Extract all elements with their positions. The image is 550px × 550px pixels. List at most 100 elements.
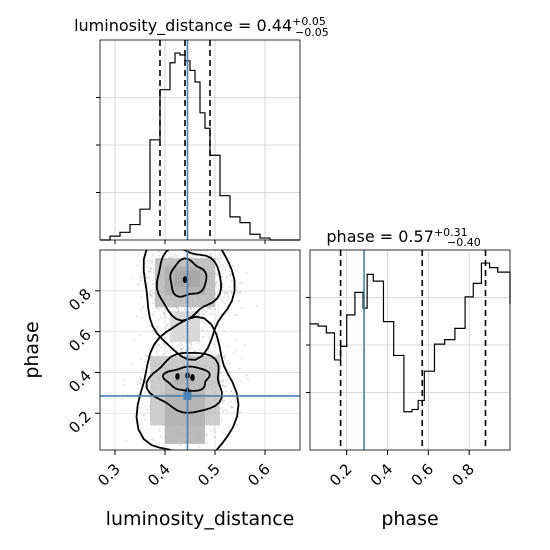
joint-sample-1456 xyxy=(146,355,149,357)
joint-sample-555 xyxy=(224,386,226,389)
joint-sample-524 xyxy=(213,430,216,433)
joint-sample-442 xyxy=(156,353,159,355)
joint-sample-1256 xyxy=(245,374,248,376)
joint-sample-1170 xyxy=(179,348,182,351)
joint-sample-100 xyxy=(236,423,238,426)
joint-sample-1634 xyxy=(223,330,225,332)
joint-sample-439 xyxy=(151,286,154,289)
joint-sample-1742 xyxy=(181,347,184,350)
joint-sample-253 xyxy=(150,293,152,296)
joint-sample-633 xyxy=(223,431,226,434)
joint-sample-237 xyxy=(171,341,173,344)
joint-sample-1624 xyxy=(222,296,225,298)
joint-sample-563 xyxy=(201,315,204,318)
joint-sample-1685 xyxy=(214,282,217,285)
joint-sample-2150 xyxy=(207,350,210,353)
joint-sample-123 xyxy=(247,378,249,380)
joint-sample-711 xyxy=(208,307,211,309)
joint-sample-924 xyxy=(181,350,184,353)
joint-sample-1450 xyxy=(162,312,165,315)
joint-sample-1895 xyxy=(225,291,228,294)
joint-sample-1985 xyxy=(221,401,224,404)
joint-sample-1928 xyxy=(209,326,212,329)
joint-sample-1389 xyxy=(165,327,168,329)
joint-sample-2010 xyxy=(157,349,160,352)
joint-sample-1058 xyxy=(219,339,222,342)
joint-sample-624 xyxy=(189,346,191,349)
joint-sample-1891 xyxy=(179,350,182,353)
joint-sample-251 xyxy=(191,255,194,257)
joint-sample-2043 xyxy=(240,356,243,359)
joint-sample-27 xyxy=(203,313,206,316)
joint-sample-2108 xyxy=(237,264,240,267)
joint-sample-1151 xyxy=(172,309,175,312)
joint-sample-397 xyxy=(139,308,142,311)
joint-sample-353 xyxy=(216,294,219,296)
joint-sample-2163 xyxy=(189,344,192,346)
joint-sample-1952 xyxy=(154,345,157,348)
joint-sample-2074 xyxy=(149,270,151,273)
joint-sample-214 xyxy=(176,349,179,352)
phase-xtick-label-2: 0.6 xyxy=(408,460,438,490)
joint-sample-2151 xyxy=(218,314,220,317)
joint-sample-2021 xyxy=(145,265,148,268)
joint-sample-630 xyxy=(144,389,147,392)
joint-sample-682 xyxy=(152,275,155,278)
joint-sample-557 xyxy=(191,347,193,350)
joint-sample-892 xyxy=(141,316,143,319)
joint-sample-1672 xyxy=(163,337,166,339)
joint-sample-98 xyxy=(212,343,215,346)
joint-sample-787 xyxy=(221,289,224,291)
joint-sample-1740 xyxy=(230,390,232,393)
joint-ytick-label-0: 0.2 xyxy=(65,407,95,437)
joint-sample-220 xyxy=(139,376,142,379)
joint-sample-83 xyxy=(218,260,221,263)
joint-sample-269 xyxy=(232,352,235,354)
joint-sample-172 xyxy=(198,348,201,351)
joint-sample-1245 xyxy=(190,342,193,345)
joint-sample-953 xyxy=(180,342,182,345)
phase-quantile-lines xyxy=(339,250,487,450)
joint-sample-286 xyxy=(226,292,229,295)
joint-sample-39 xyxy=(208,254,211,257)
joint-sample-1735 xyxy=(230,400,232,403)
ld-title-lower: −0.05 xyxy=(295,26,329,39)
joint-sample-960 xyxy=(244,343,247,346)
joint-sample-938 xyxy=(159,251,161,253)
joint-sample-458 xyxy=(190,256,193,259)
joint-sample-793 xyxy=(206,250,208,252)
joint-sample-1220 xyxy=(232,265,234,267)
joint-sample-2185 xyxy=(208,337,211,340)
joint-contour-top-3 xyxy=(142,250,236,361)
panel-joint xyxy=(99,244,301,451)
joint-sample-1122 xyxy=(216,280,219,283)
joint-sample-160 xyxy=(132,339,135,342)
joint-sample-1134 xyxy=(210,253,212,255)
joint-sample-1255 xyxy=(148,293,151,295)
joint-sample-1800 xyxy=(150,296,153,299)
phase-xtick-label-3: 0.8 xyxy=(448,460,478,490)
joint-sample-1619 xyxy=(142,368,145,371)
joint-sample-419 xyxy=(171,256,173,259)
joint-sample-1094 xyxy=(141,402,144,405)
joint-sample-505 xyxy=(180,344,183,347)
joint-sample-762 xyxy=(221,399,224,402)
joint-sample-87 xyxy=(202,308,205,310)
joint-sample-1233 xyxy=(226,345,229,348)
joint-sample-510 xyxy=(183,309,186,312)
joint-sample-2022 xyxy=(139,333,142,336)
joint-sample-1642 xyxy=(188,348,191,351)
joint-sample-307 xyxy=(177,308,180,311)
joint-sample-673 xyxy=(152,283,155,286)
joint-sample-618 xyxy=(201,328,203,331)
joint-sample-1679 xyxy=(205,311,208,314)
joint-sample-2129 xyxy=(159,244,161,246)
joint-sample-675 xyxy=(215,281,218,284)
joint-sample-1477 xyxy=(236,285,239,288)
joint-sample-1704 xyxy=(173,253,176,256)
joint-sample-897 xyxy=(222,401,225,404)
joint-sample-464 xyxy=(139,279,142,282)
joint-sample-254 xyxy=(176,255,179,257)
joint-sample-822 xyxy=(150,290,153,292)
